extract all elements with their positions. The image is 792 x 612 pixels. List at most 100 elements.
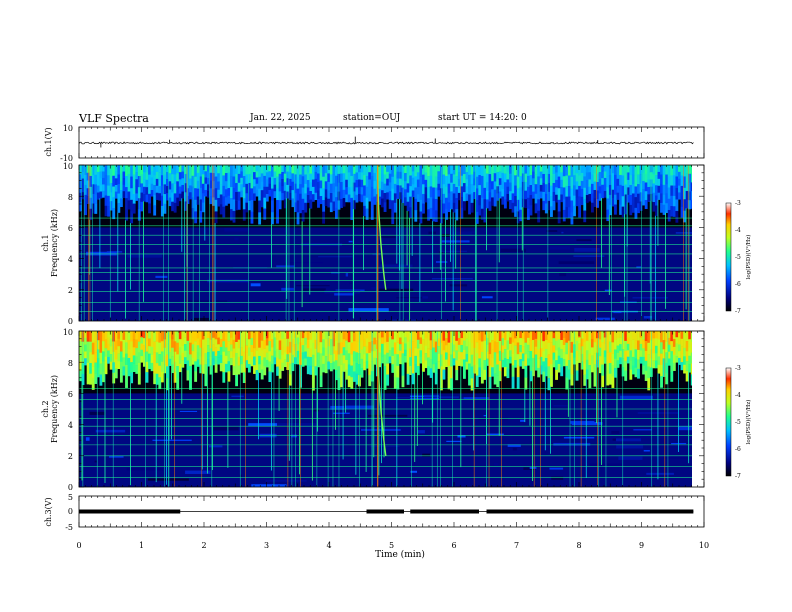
ch2-upper-band-cell: [547, 342, 551, 355]
ch2-upper-band-cell: [683, 331, 686, 340]
ch1-upper-band-cell: [509, 173, 512, 183]
ch2-upper-band-cell: [171, 331, 175, 340]
ch2-noise-patch: [483, 415, 487, 417]
ch1-upper-band-cell: [194, 211, 198, 224]
ch2-upper-band-cell: [590, 339, 594, 348]
ch2-upper-band-cell: [201, 364, 205, 374]
ch2-upper-band-cell: [634, 367, 638, 378]
ch2-upper-band-cell: [104, 348, 108, 358]
ch2-upper-band-cell: [176, 377, 180, 390]
ch1-upper-band-cell: [314, 178, 318, 187]
ch2-upper-band-cell: [422, 363, 425, 372]
ch1-noise-patch: [675, 232, 692, 234]
ch1-upper-band-cell: [363, 205, 367, 217]
ch1-upper-band-cell: [352, 182, 356, 192]
ch1-upper-band-cell: [270, 165, 274, 178]
ch2-upper-band-cell: [537, 358, 541, 369]
ch2-upper-band-cell: [660, 342, 663, 354]
ch2-upper-band-cell: [624, 370, 628, 381]
ch2-upper-band-cell: [678, 331, 681, 339]
ch1-streak: [270, 224, 272, 268]
ch2-upper-band-cell: [667, 351, 671, 359]
ch1-upper-band-cell: [593, 181, 597, 191]
ch2-upper-band-cell: [670, 331, 674, 342]
ch2-streak: [201, 373, 203, 470]
ch1-upper-band-cell: [304, 193, 308, 204]
time-tick-label-7: 7: [514, 541, 519, 550]
ch1-upper-band-cell: [555, 187, 559, 196]
ch1-upper-band-cell: [276, 211, 279, 224]
ch2-upper-band-cell: [427, 331, 431, 341]
ch1-upper-band-cell: [265, 194, 269, 202]
ch2-streak: [130, 382, 131, 486]
ch1-upper-band-cell: [393, 183, 397, 194]
ch2-upper-band-cell: [683, 347, 686, 357]
ch2-upper-band-cell: [212, 344, 215, 352]
ch2-upper-band-cell: [137, 362, 141, 374]
ch1-upper-band-cell: [437, 177, 441, 185]
ch2-upper-band-cell: [626, 343, 630, 351]
ch2-upper-band-cell: [102, 361, 105, 372]
ch1-upper-band-cell: [532, 191, 535, 199]
ch1-upper-band-cell: [398, 165, 402, 173]
ch2-upper-band-cell: [96, 367, 100, 378]
ch2-upper-band-cell: [232, 331, 236, 341]
ch2-upper-band-cell: [486, 351, 489, 359]
ch2-upper-band-cell: [281, 338, 285, 348]
ch1-ylabel: ch.1(V): [44, 127, 53, 156]
ch2-upper-band-cell: [332, 331, 336, 339]
ch2-upper-band-cell: [283, 345, 287, 353]
ch2-upper-band-cell: [578, 349, 582, 357]
ch2-upper-band-cell: [419, 343, 423, 351]
ch1-upper-band-cell: [224, 181, 228, 190]
ch1-upper-band-cell: [365, 197, 369, 209]
ch1-upper-band-cell: [288, 165, 292, 173]
ch1-upper-band-cell: [690, 182, 692, 192]
ch2-upper-band-cell: [529, 370, 533, 382]
ch2-upper-band-cell: [429, 358, 433, 369]
ch2-streak: [529, 380, 531, 426]
ch1-upper-band-cell: [509, 182, 512, 192]
ch2-upper-band-cell: [94, 331, 98, 342]
ch2-noise-patch: [551, 476, 564, 480]
ch1-upper-band-cell: [488, 165, 492, 175]
ch1-upper-band-cell: [631, 165, 635, 175]
ch2-upper-band-cell: [222, 372, 226, 383]
ch2-upper-band-cell: [235, 374, 239, 387]
ch2-upper-band-cell: [365, 353, 369, 362]
ch1-upper-band-cell: [419, 188, 423, 201]
ch2-upper-band-cell: [155, 352, 159, 364]
ch1-upper-band-cell: [217, 197, 221, 207]
ch2-upper-band-cell: [396, 377, 400, 390]
ch2-upper-band-cell: [158, 365, 162, 378]
ch1-upper-band-cell: [488, 201, 492, 211]
ch1-noise-patch: [234, 237, 239, 241]
ch2-upper-band-cell: [619, 344, 622, 352]
ch2-upper-band-cell: [153, 362, 157, 374]
ch1-upper-band-cell: [624, 174, 628, 185]
ch1-upper-band-cell: [383, 202, 387, 212]
ch2-noise-patch: [209, 445, 223, 448]
ch1-upper-band-cell: [168, 189, 172, 198]
ch1-upper-band-cell: [416, 165, 420, 173]
ch1-upper-band-cell: [416, 194, 420, 202]
ch1-upper-band-cell: [322, 200, 326, 212]
ch2-upper-band-cell: [616, 338, 620, 346]
ch2-freq-tick-2: 2: [68, 452, 73, 461]
ch2-upper-band-cell: [309, 365, 313, 375]
ch2-streak: [258, 372, 259, 440]
ch2-streak: [460, 366, 462, 468]
ch1-upper-band-cell: [291, 165, 295, 174]
ch1-upper-band-cell: [555, 194, 559, 203]
ch2-upper-band-cell: [429, 331, 433, 341]
ch1-upper-band-cell: [370, 175, 374, 188]
ch2-upper-band-cell: [255, 340, 259, 351]
ch1-upper-band-cell: [99, 171, 103, 179]
ch1-upper-band-cell: [460, 186, 464, 198]
ch2-upper-band-cell: [578, 356, 582, 363]
ch1-upper-band-cell: [547, 191, 551, 202]
ch1-upper-band-cell: [631, 193, 635, 204]
ch1-upper-band-cell: [112, 175, 116, 187]
ch1-upper-band-cell: [588, 172, 592, 180]
ch2-upper-band-cell: [163, 364, 167, 374]
